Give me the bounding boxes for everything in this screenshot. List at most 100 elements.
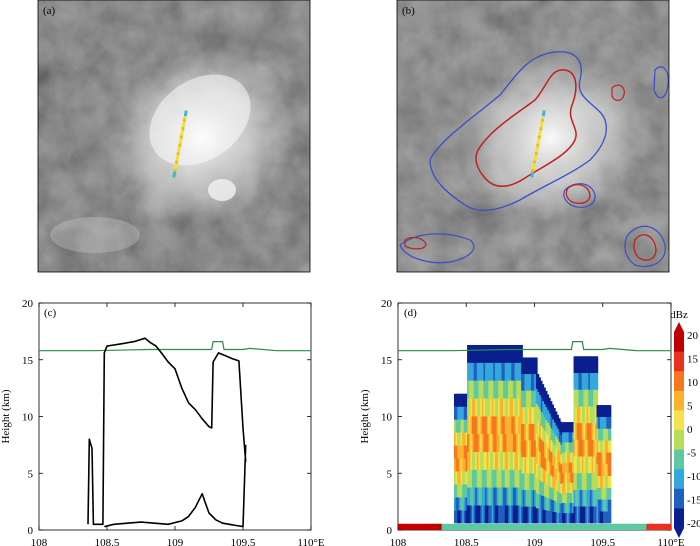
x-tick-label: 110°E [657,537,684,546]
track-point [173,171,177,175]
surface-echo [466,523,470,530]
surface-echo [567,523,571,530]
track-point [173,168,177,172]
y-tick-label: 0 [28,525,34,537]
surface-echo [548,523,552,530]
surface-echo [422,523,426,530]
surface-echo [518,523,522,530]
colorbar-tick-label: -20 [687,518,700,530]
track-point [172,174,176,178]
surface-echo [509,523,513,530]
track-point [532,166,536,170]
surface-echo [460,523,464,530]
reflectivity-cell [594,356,599,374]
reflectivity-cell [594,389,599,407]
surface-echo [583,523,587,530]
surface-echo [608,523,612,530]
surface-echo [569,523,573,530]
track-point [180,132,184,136]
x-tick-label: 109.5 [590,537,615,546]
reflectivity-cell [607,452,612,465]
surface-echo [591,523,595,530]
x-tick-label: 109 [526,537,543,546]
surface-echo [613,523,617,530]
track-point [179,138,183,142]
surface-echo [589,523,593,530]
surface-echo [556,523,560,530]
x-tick-label: 108 [390,537,407,546]
tropopause-line [398,341,671,352]
surface-echo [515,523,519,530]
surface-echo [572,523,576,530]
track-point [183,116,187,120]
y-tick-label: 5 [28,468,34,480]
surface-echo [529,523,533,530]
track-a [172,110,188,178]
surface-echo [660,523,664,530]
track-point [182,118,186,122]
surface-echo [471,523,475,530]
surface-echo [398,523,401,530]
surface-echo [575,523,579,530]
track-point [179,135,183,139]
reflectivity-field [398,344,671,530]
cloud-base-line [104,444,247,528]
track-point [541,113,545,117]
track-point [536,141,540,145]
surface-echo [559,523,563,530]
surface-echo [485,523,489,530]
surface-echo [605,523,609,530]
reflectivity-cell [594,373,599,390]
surface-echo [468,523,472,530]
panel-label-a: (a) [43,5,56,17]
y-tick-label: 5 [387,468,393,480]
track-point [182,121,186,125]
surface-echo [447,523,451,530]
x-tick-label: 108.5 [454,537,479,546]
colorbar-segment [674,508,684,529]
surface-echo [444,523,448,530]
surface-echo [520,523,524,530]
surface-echo [539,523,543,530]
surface-echo [643,523,647,530]
surface-echo [630,523,634,530]
surface-echo [436,523,440,530]
surface-echo [627,523,631,530]
colorbar-tick-label: 15 [687,354,699,366]
surface-echo [438,523,442,530]
surface-echo [654,523,658,530]
colorbar-segment [674,449,684,470]
track-point [180,129,184,133]
surface-echo [537,523,541,530]
surface-echo [496,523,500,530]
track-point [175,157,179,161]
surface-echo [411,523,415,530]
surface-echo [441,523,445,530]
surface-echo [428,523,432,530]
colorbar-segment [674,390,684,411]
surface-echo [458,523,462,530]
y-axis-label: Height (km) [0,389,12,443]
surface-echo [499,523,503,530]
surface-echo [474,523,478,530]
surface-echo [419,523,423,530]
surface-echo [586,523,590,530]
track-point [176,155,180,159]
track-point [540,121,544,125]
tropopause-line [39,341,311,352]
surface-echo [651,523,655,530]
surface-echo [662,523,666,530]
colorbar-segment [674,430,684,451]
track-point [538,132,542,136]
surface-echo [493,523,497,530]
track-point [177,146,181,150]
surface-echo [433,523,437,530]
track-point [531,168,535,172]
surface-echo [523,523,527,530]
colorbar-title: dBz [670,309,688,321]
surface-echo [455,523,459,530]
colorbar-segment [674,351,684,372]
y-tick-label: 10 [381,412,393,424]
colorbar-segment [674,332,684,353]
